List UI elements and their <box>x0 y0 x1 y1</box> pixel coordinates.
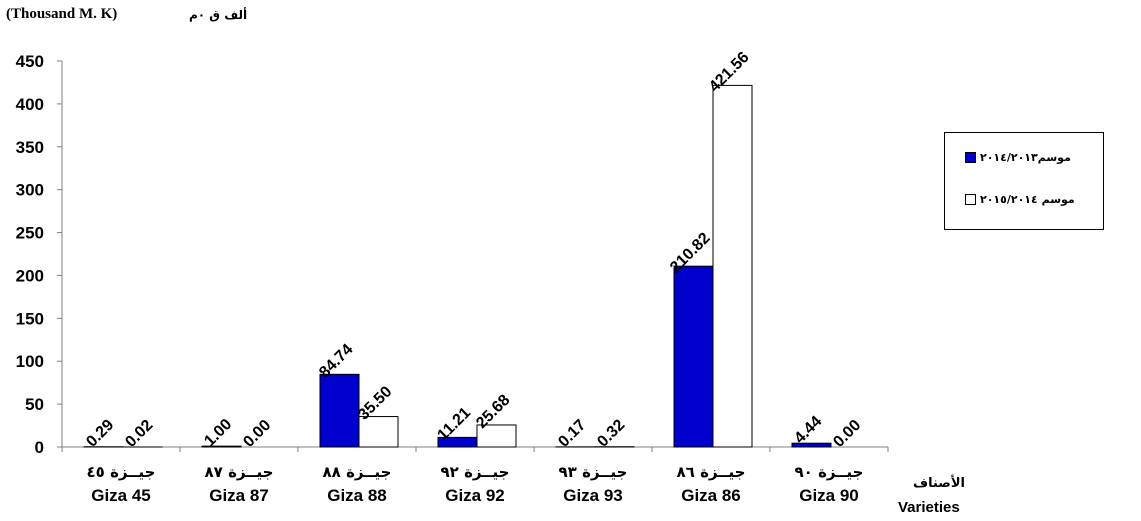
x-tick-label: Giza 88 <box>327 486 387 505</box>
x-tick-label-arabic: جيــزة ٤٥ <box>87 463 156 481</box>
x-tick-label: Giza 92 <box>445 486 505 505</box>
data-label-series-2: 0.32 <box>594 416 628 450</box>
unit-label-english: (Thousand M. K) <box>6 6 118 22</box>
y-tick-label: 400 <box>16 95 44 114</box>
unit-label-arabic: ألف ق ٠م <box>189 8 248 22</box>
bar-series-1 <box>791 442 832 448</box>
legend-swatch-series-2 <box>965 194 976 205</box>
data-label-series-2: 0.00 <box>240 417 274 451</box>
y-tick-label: 300 <box>16 181 44 200</box>
y-tick-label: 100 <box>16 352 44 371</box>
bar-series-2 <box>358 416 399 448</box>
y-tick-label: 150 <box>16 309 44 328</box>
data-label-series-1: 1.00 <box>201 416 235 450</box>
data-label-series-1: 4.44 <box>791 413 825 447</box>
bar-series-1 <box>673 265 714 448</box>
y-tick-label: 50 <box>25 395 44 414</box>
legend-label-series-1: موسم٢٠١٤/٢٠١٣ <box>980 151 1071 164</box>
x-tick-label-arabic: جيــزة ٨٨ <box>323 463 392 481</box>
x-tick-label-arabic: جيــزة ٩٣ <box>559 463 628 481</box>
x-tick-label-arabic: جيــزة ٩٢ <box>441 463 510 481</box>
bar-series-2 <box>712 84 753 448</box>
x-tick-label: Giza 93 <box>563 486 623 505</box>
legend-label-series-2: موسم ٢٠١٥/٢٠١٤ <box>980 193 1075 206</box>
x-tick-label-arabic: جيــزة ٨٧ <box>205 463 274 481</box>
y-tick-label: 450 <box>16 52 44 71</box>
data-label-series-2: 0.00 <box>830 417 864 451</box>
bar-series-1 <box>319 373 360 448</box>
y-tick-label: 250 <box>16 224 44 243</box>
data-label-series-2: 0.02 <box>122 417 156 451</box>
x-tick-label-arabic: جيــزة ٨٦ <box>677 463 746 481</box>
x-tick-label: Giza 90 <box>799 486 859 505</box>
data-label-series-1: 0.17 <box>555 417 589 451</box>
chart-legend: موسم٢٠١٤/٢٠١٣ موسم ٢٠١٥/٢٠١٤ <box>944 132 1104 230</box>
legend-item-series-2: موسم ٢٠١٥/٢٠١٤ <box>965 193 1075 206</box>
bar-series-1 <box>201 445 242 448</box>
x-tick-label: Giza 45 <box>91 486 151 505</box>
bar-series-2 <box>476 424 517 448</box>
x-axis-title-english: Varieties <box>898 499 960 516</box>
y-tick-label: 200 <box>16 266 44 285</box>
y-tick-label: 0 <box>35 438 44 457</box>
x-tick-label: Giza 86 <box>681 486 741 505</box>
data-label-series-1: 0.29 <box>83 416 117 450</box>
legend-swatch-series-1 <box>965 152 976 163</box>
y-tick-label: 350 <box>16 138 44 157</box>
legend-item-series-1: موسم٢٠١٤/٢٠١٣ <box>965 151 1071 164</box>
x-tick-label: Giza 87 <box>209 486 269 505</box>
x-axis-title-arabic: الأصناف <box>913 476 965 491</box>
x-tick-label-arabic: جيــزة ٩٠ <box>795 463 864 481</box>
